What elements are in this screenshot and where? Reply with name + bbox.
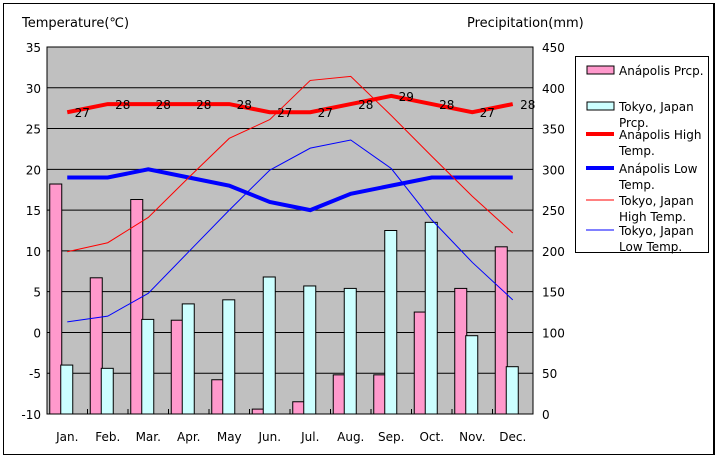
data-label: 28 (439, 98, 454, 112)
precip-bar-anapolis (49, 183, 63, 415)
left-tick-label: 35 (26, 41, 41, 55)
left-tick-label: 15 (26, 204, 41, 218)
x-tick-label: May (217, 430, 242, 444)
right-tick-label: 100 (542, 326, 565, 340)
precip-bar-tokyo (181, 303, 195, 415)
precip-bar-tokyo (60, 364, 74, 415)
legend-label: Low Temp. (619, 240, 682, 254)
precip-bar-tokyo (424, 221, 438, 415)
precip-bar-anapolis (211, 379, 225, 415)
precip-bar-anapolis (251, 408, 265, 415)
x-tick-label: Apr. (177, 430, 200, 444)
left-tick-label: -5 (29, 367, 41, 381)
right-tick-label: 450 (542, 41, 565, 55)
data-label: 28 (156, 98, 171, 112)
tokyo-japan-high-temp-line (67, 75, 514, 253)
precip-bar-tokyo (343, 287, 357, 415)
precip-bar-tokyo (141, 318, 155, 415)
right-tick-label: 150 (542, 286, 565, 300)
data-label: 28 (237, 98, 252, 112)
left-tick-label: -10 (21, 408, 41, 422)
x-tick-label: Oct. (419, 430, 444, 444)
x-tick-label: Dec. (499, 430, 526, 444)
precip-bar-anapolis (170, 319, 184, 415)
x-tick-label: Jun. (257, 430, 281, 444)
left-tick-label: 0 (33, 326, 41, 340)
precip-bar-anapolis (373, 374, 387, 415)
right-tick-label: 0 (542, 408, 550, 422)
right-tick-label: 50 (542, 367, 557, 381)
legend-label: Prcp. (619, 116, 649, 130)
precip-bar-tokyo (465, 335, 479, 415)
data-label: 27 (318, 106, 333, 120)
right-tick-label: 400 (542, 82, 565, 96)
data-label: 27 (480, 106, 495, 120)
precip-bar-anapolis (89, 277, 103, 415)
legend-label: Anápolis High (619, 128, 701, 142)
legend-swatch (586, 65, 615, 75)
data-label: 28 (358, 98, 373, 112)
legend-label: Temp. (618, 178, 655, 192)
x-tick-label: Feb. (95, 430, 120, 444)
right-tick-label: 200 (542, 245, 565, 259)
precip-bar-anapolis (494, 246, 508, 415)
x-tick-label: Nov. (459, 430, 485, 444)
data-label: 28 (196, 98, 211, 112)
x-tick-label: Sep. (378, 430, 404, 444)
precip-bar-anapolis (130, 199, 144, 415)
data-label: 27 (75, 106, 90, 120)
legend-box (575, 56, 709, 253)
left-tick-label: 25 (26, 123, 41, 137)
legend-label: Tokyo, Japan (618, 224, 694, 238)
precip-bar-anapolis (292, 401, 306, 415)
legend-label: Tokyo, Japan (618, 100, 694, 114)
precip-bar-tokyo (100, 367, 114, 415)
left-tick-label: 10 (26, 245, 41, 259)
an-polis-low-temp-line (67, 167, 513, 213)
x-tick-label: Mar. (136, 430, 161, 444)
precip-bar-tokyo (303, 285, 317, 415)
legend-label: Tokyo, Japan (618, 194, 694, 208)
precip-bar-tokyo (262, 276, 276, 415)
precip-bar-anapolis (413, 311, 427, 415)
left-tick-label: 20 (26, 163, 41, 177)
left-axis-label: Temperature(℃) (21, 16, 129, 31)
data-label: 27 (277, 106, 292, 120)
legend-label: High Temp. (619, 210, 686, 224)
data-label: 29 (399, 90, 414, 104)
left-tick-label: 5 (33, 286, 41, 300)
legend-label: Anápolis Prcp. (619, 64, 704, 78)
x-tick-label: Aug. (337, 430, 364, 444)
tokyo-japan-low-temp-line (67, 139, 514, 323)
data-label: 28 (115, 98, 130, 112)
data-label: 28 (520, 98, 535, 112)
left-tick-label: 30 (26, 82, 41, 96)
precip-bar-anapolis (332, 374, 346, 415)
x-tick-label: Jan. (55, 430, 78, 444)
right-axis-label: Precipitation(mm) (467, 16, 584, 31)
precip-bar-tokyo (222, 299, 236, 415)
an-polis-high-temp-line (66, 93, 514, 115)
precip-bar-anapolis (454, 287, 468, 415)
right-tick-label: 350 (542, 123, 565, 137)
right-tick-label: 250 (542, 204, 565, 218)
legend-label: Anápolis Low (619, 162, 698, 176)
right-tick-label: 300 (542, 163, 565, 177)
x-tick-label: Jul. (300, 430, 319, 444)
legend-label: Temp. (618, 144, 655, 158)
legend-swatch (586, 101, 615, 111)
precip-bar-tokyo (505, 366, 519, 415)
precip-bar-tokyo (384, 230, 398, 415)
